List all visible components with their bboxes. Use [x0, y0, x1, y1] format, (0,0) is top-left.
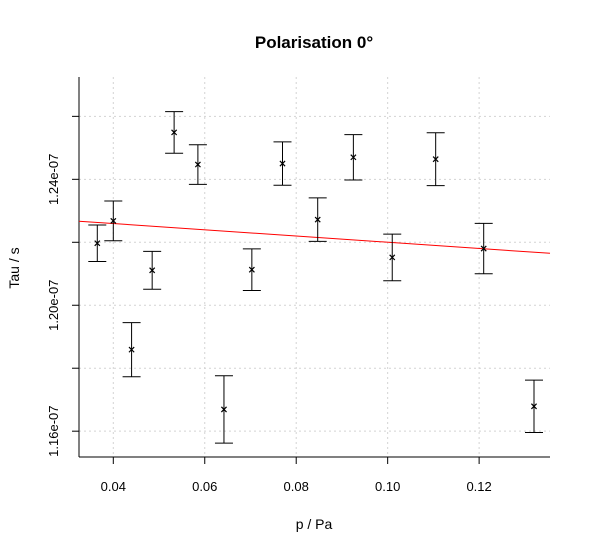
- point-marker: [110, 217, 117, 224]
- point-marker: [389, 254, 396, 261]
- point-marker: [220, 406, 227, 413]
- point-marker: [94, 240, 101, 247]
- point-marker: [350, 154, 357, 161]
- data-point: [122, 322, 141, 378]
- data-points-layer: [88, 111, 543, 444]
- point-marker: [194, 161, 201, 168]
- data-point: [104, 200, 123, 242]
- data-point: [426, 132, 445, 187]
- data-point: [88, 224, 107, 262]
- point-marker: [432, 156, 439, 163]
- point-marker: [279, 160, 286, 167]
- point-marker: [128, 346, 135, 353]
- x-axis-label: p / Pa: [296, 516, 333, 532]
- data-point: [188, 144, 207, 185]
- data-point: [308, 197, 327, 242]
- data-point: [524, 379, 543, 433]
- x-tick-label: 0.08: [284, 479, 309, 494]
- data-point: [383, 233, 402, 282]
- x-tick-label: 0.04: [101, 479, 126, 494]
- x-tick-label: 0.06: [192, 479, 217, 494]
- y-tick-label: 1.16e-07: [46, 406, 61, 457]
- y-tick-label: 1.24e-07: [46, 154, 61, 205]
- point-marker: [314, 216, 321, 223]
- y-axis-label: Tau / s: [6, 247, 22, 288]
- fit-line: [78, 220, 551, 254]
- fit-line-layer: [78, 220, 551, 254]
- x-tick-label: 0.12: [466, 479, 491, 494]
- point-marker: [480, 245, 487, 252]
- point-marker: [171, 129, 178, 136]
- y-axis-ticks: 1.16e-07 1.20e-07 1.24e-07: [46, 115, 79, 457]
- data-point: [165, 111, 184, 154]
- point-marker: [530, 403, 538, 410]
- chart-title: Polarisation 0°: [255, 33, 373, 52]
- data-point: [242, 248, 261, 291]
- data-point: [143, 250, 162, 290]
- point-marker: [149, 267, 156, 274]
- grid-layer: [79, 77, 550, 457]
- data-point: [474, 222, 493, 275]
- x-tick-label: 0.10: [375, 479, 400, 494]
- data-point: [214, 375, 233, 444]
- data-point: [273, 141, 292, 186]
- x-axis-ticks: 0.04 0.06 0.08 0.10 0.12: [101, 457, 492, 494]
- data-point: [344, 134, 363, 181]
- y-tick-label: 1.20e-07: [46, 280, 61, 331]
- point-marker: [248, 266, 255, 273]
